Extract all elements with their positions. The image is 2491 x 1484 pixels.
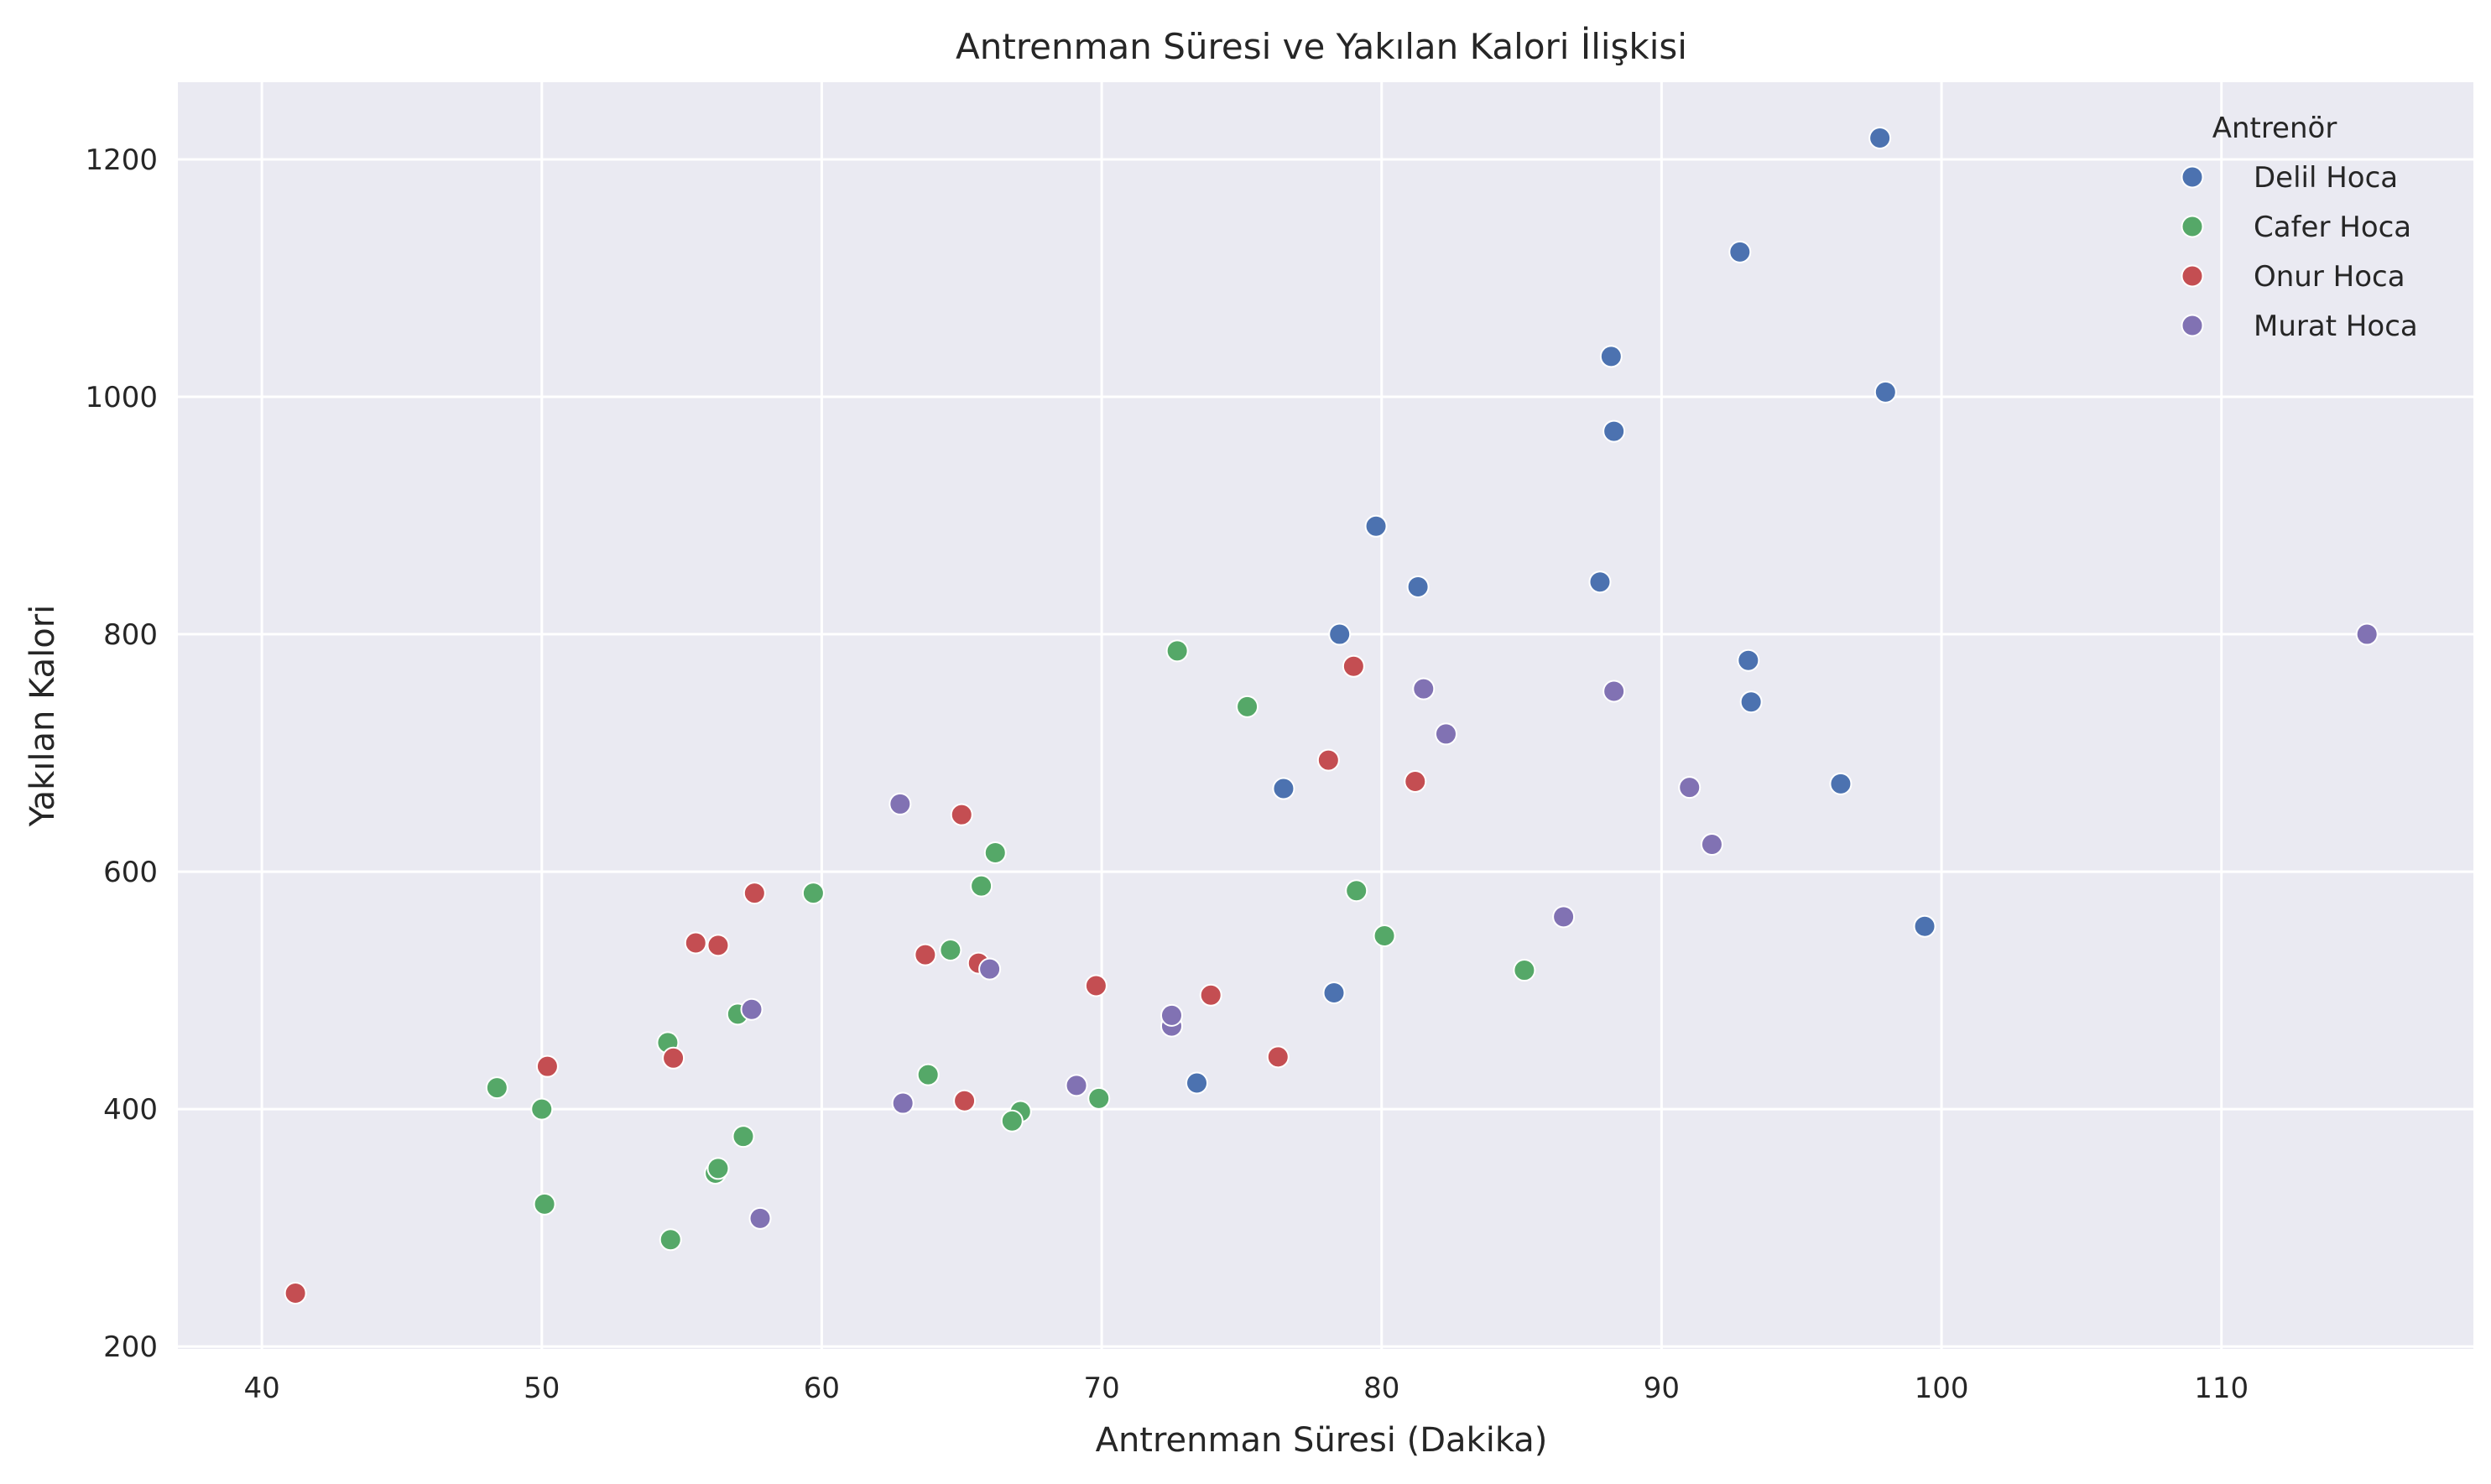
x-tick-label: 40 xyxy=(243,1372,279,1405)
legend-label-onur-hoca: Onur Hoca xyxy=(2254,260,2405,294)
legend-marker-cafer-hoca xyxy=(2181,215,2204,238)
point-cafer-hoca xyxy=(983,841,1007,864)
point-murat-hoca xyxy=(748,1206,772,1230)
y-tick-label: 800 xyxy=(103,618,158,652)
point-delil-hoca xyxy=(1739,690,1763,714)
point-murat-hoca xyxy=(1602,680,1626,703)
point-onur-hoca xyxy=(284,1281,307,1304)
point-delil-hoca xyxy=(1737,648,1760,672)
x-axis-label: Antrenman Süresi (Dakika) xyxy=(1096,1421,1548,1460)
point-onur-hoca xyxy=(914,943,937,966)
point-delil-hoca xyxy=(1829,772,1853,795)
point-delil-hoca xyxy=(1406,575,1430,598)
data-points xyxy=(284,127,2379,1304)
y-tick-label: 1000 xyxy=(85,381,158,414)
point-cafer-hoca xyxy=(1000,1109,1024,1133)
point-cafer-hoca xyxy=(1345,879,1368,903)
point-cafer-hoca xyxy=(1373,924,1396,948)
legend-label-murat-hoca: Murat Hoca xyxy=(2254,310,2418,343)
point-murat-hoca xyxy=(889,792,912,815)
y-tick-label: 400 xyxy=(103,1093,158,1127)
point-cafer-hoca xyxy=(970,874,993,898)
point-cafer-hoca xyxy=(1236,695,1259,718)
point-murat-hoca xyxy=(1434,722,1457,746)
point-delil-hoca xyxy=(1868,127,1892,150)
legend-marker-onur-hoca xyxy=(2181,264,2204,288)
point-cafer-hoca xyxy=(530,1097,554,1121)
x-tick-label: 110 xyxy=(2194,1372,2249,1405)
point-cafer-hoca xyxy=(706,1157,730,1180)
point-murat-hoca xyxy=(1700,833,1723,857)
plot-background xyxy=(178,82,2473,1349)
point-onur-hoca xyxy=(950,803,973,826)
point-cafer-hoca xyxy=(1513,959,1536,982)
y-tick-labels: 200 400 600 800 1000 1200 xyxy=(85,143,158,1364)
point-murat-hoca xyxy=(740,997,763,1021)
point-murat-hoca xyxy=(1552,905,1576,929)
y-tick-label: 600 xyxy=(103,856,158,889)
legend: Antrenör Delil Hoca Cafer Hoca Onur Hoca Mu… xyxy=(2181,112,2418,343)
point-onur-hoca xyxy=(1404,770,1427,794)
chart-title: Antrenman Süresi ve Yakılan Kalori İlişk… xyxy=(956,25,1687,67)
point-delil-hoca xyxy=(1272,777,1295,800)
point-cafer-hoca xyxy=(801,882,825,905)
point-murat-hoca xyxy=(1412,677,1436,700)
point-onur-hoca xyxy=(1316,748,1340,772)
grid xyxy=(178,82,2473,1349)
point-delil-hoca xyxy=(1728,240,1752,263)
point-cafer-hoca xyxy=(1087,1086,1111,1110)
legend-marker-murat-hoca xyxy=(2181,314,2204,337)
point-cafer-hoca xyxy=(533,1192,556,1216)
point-delil-hoca xyxy=(1913,914,1936,938)
y-axis-label: Yakılan Kalori xyxy=(23,605,62,828)
legend-marker-delil-hoca xyxy=(2181,165,2204,189)
point-delil-hoca xyxy=(1328,622,1352,646)
y-tick-label: 1200 xyxy=(85,143,158,177)
point-onur-hoca xyxy=(1084,974,1107,997)
point-onur-hoca xyxy=(1266,1045,1290,1069)
point-cafer-hoca xyxy=(732,1125,755,1148)
x-tick-label: 100 xyxy=(1915,1372,1969,1405)
point-delil-hoca xyxy=(1186,1071,1209,1095)
point-delil-hoca xyxy=(1599,345,1623,368)
point-onur-hoca xyxy=(535,1054,559,1078)
point-onur-hoca xyxy=(706,934,730,957)
point-cafer-hoca xyxy=(659,1228,682,1252)
y-tick-label: 200 xyxy=(103,1330,158,1364)
point-delil-hoca xyxy=(1602,419,1626,443)
point-delil-hoca xyxy=(1873,380,1897,404)
x-tick-label: 80 xyxy=(1363,1372,1399,1405)
point-onur-hoca xyxy=(662,1046,685,1070)
point-cafer-hoca xyxy=(939,938,962,961)
point-onur-hoca xyxy=(1199,983,1222,1007)
x-tick-labels: 40 50 60 70 80 90 100 110 xyxy=(243,1372,2249,1405)
point-delil-hoca xyxy=(1322,981,1346,1004)
point-murat-hoca xyxy=(2355,622,2379,646)
point-murat-hoca xyxy=(1678,776,1701,799)
point-onur-hoca xyxy=(743,882,766,905)
point-onur-hoca xyxy=(684,931,707,955)
point-cafer-hoca xyxy=(916,1063,940,1086)
point-delil-hoca xyxy=(1364,514,1388,538)
point-cafer-hoca xyxy=(1165,639,1189,663)
x-tick-label: 60 xyxy=(804,1372,840,1405)
x-tick-label: 70 xyxy=(1083,1372,1119,1405)
legend-title: Antrenör xyxy=(2212,112,2337,145)
point-onur-hoca xyxy=(953,1089,977,1112)
point-murat-hoca xyxy=(1065,1074,1088,1097)
x-tick-label: 90 xyxy=(1644,1372,1680,1405)
legend-label-cafer-hoca: Cafer Hoca xyxy=(2254,211,2411,244)
legend-label-delil-hoca: Delil Hoca xyxy=(2254,161,2398,195)
point-murat-hoca xyxy=(891,1091,915,1115)
point-delil-hoca xyxy=(1588,570,1612,594)
point-cafer-hoca xyxy=(485,1076,508,1100)
x-tick-label: 50 xyxy=(524,1372,560,1405)
point-onur-hoca xyxy=(1342,654,1365,678)
point-murat-hoca xyxy=(978,957,1002,981)
point-murat-hoca xyxy=(1160,1003,1183,1027)
